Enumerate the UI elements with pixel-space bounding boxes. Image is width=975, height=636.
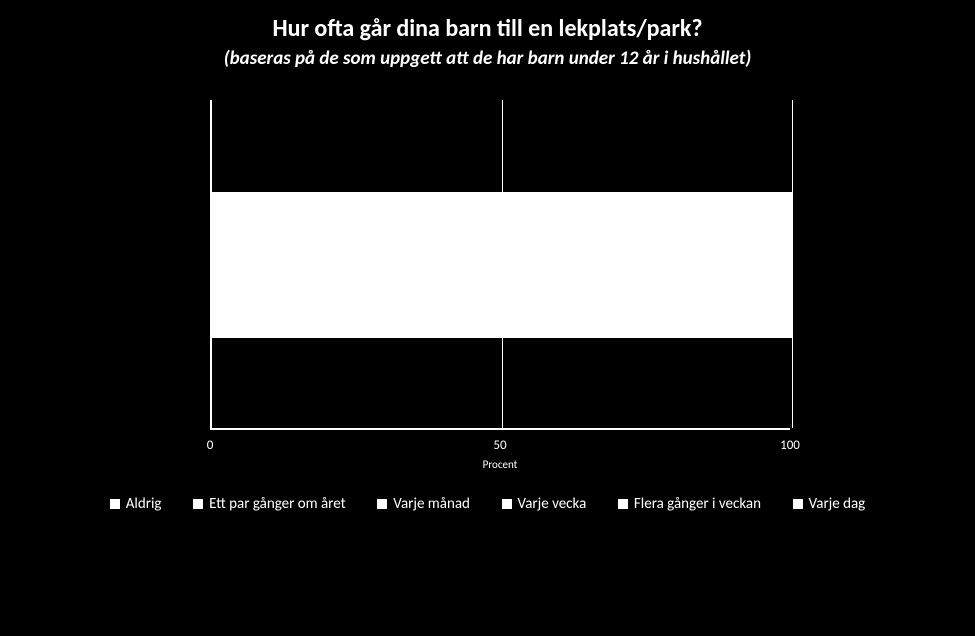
legend-swatch-icon <box>618 499 628 509</box>
legend-label: Ett par gånger om året <box>209 495 346 513</box>
legend-label: Flera gånger i veckan <box>634 495 761 513</box>
x-tick-50: 50 <box>493 438 506 453</box>
legend-swatch-icon <box>377 499 387 509</box>
legend-item-2: Varje månad <box>377 495 470 513</box>
plot-area <box>210 100 790 430</box>
legend-swatch-icon <box>793 499 803 509</box>
legend-item-5: Varje dag <box>793 495 866 513</box>
stacked-bar <box>212 192 792 337</box>
legend-swatch-icon <box>502 499 512 509</box>
legend-item-0: Aldrig <box>110 495 162 513</box>
legend-label: Varje dag <box>809 495 866 513</box>
x-tick-0: 0 <box>207 438 214 453</box>
legend-swatch-icon <box>193 499 203 509</box>
plot-wrap: 0 50 100 Procent <box>210 100 790 490</box>
legend-label: Varje vecka <box>518 495 587 513</box>
x-axis-label: Procent <box>210 458 790 471</box>
legend-label: Aldrig <box>126 495 162 513</box>
legend: Aldrig Ett par gånger om året Varje måna… <box>0 495 975 514</box>
x-tick-100: 100 <box>780 438 800 453</box>
gridline-100 <box>792 100 793 428</box>
legend-item-1: Ett par gånger om året <box>193 495 346 513</box>
chart-subtitle: (baseras på de som uppgett att de har ba… <box>0 47 975 70</box>
chart-title: Hur ofta går dina barn till en lekplats/… <box>0 0 975 43</box>
legend-item-3: Varje vecka <box>502 495 587 513</box>
legend-item-4: Flera gånger i veckan <box>618 495 761 513</box>
chart-container: Hur ofta går dina barn till en lekplats/… <box>0 0 975 636</box>
legend-label: Varje månad <box>393 495 470 513</box>
legend-swatch-icon <box>110 499 120 509</box>
